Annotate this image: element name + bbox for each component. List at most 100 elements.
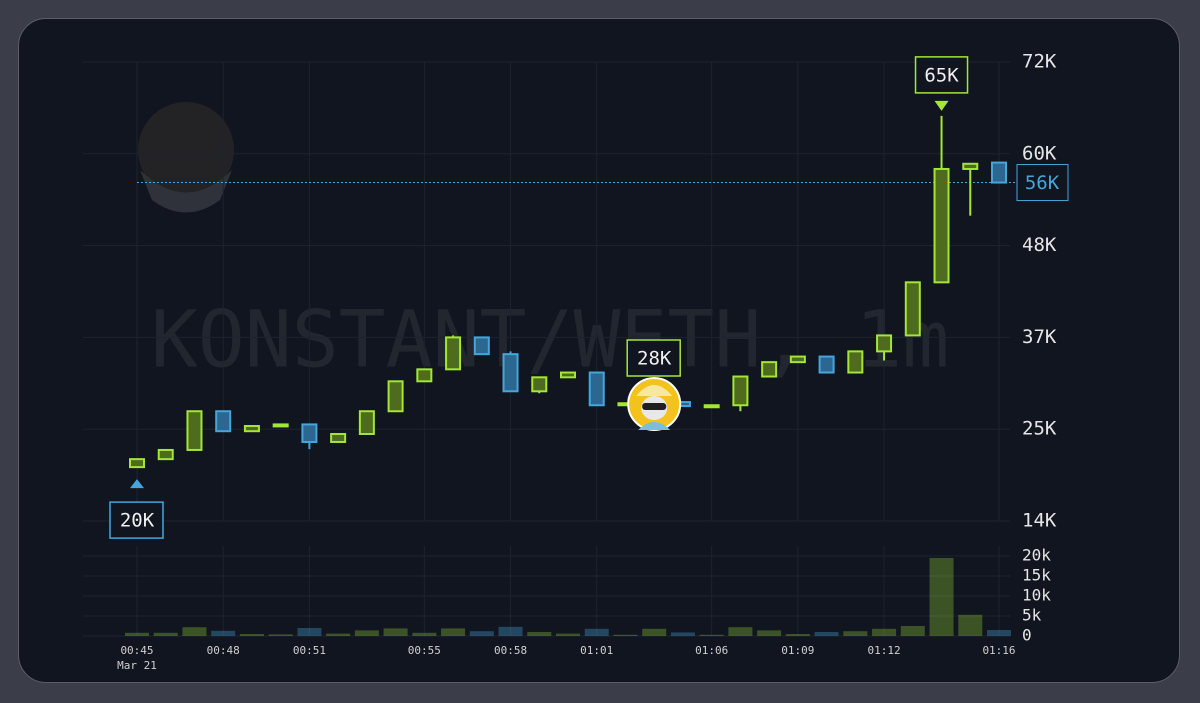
candle-body (962, 162, 979, 170)
y-tick-label: 37K (1022, 326, 1057, 348)
volume-bar (354, 630, 379, 636)
watermark-title: KONSTANT/WETH, 1m (151, 295, 949, 385)
x-tick-label: 00:58 (494, 644, 527, 657)
avatar-glasses (642, 403, 667, 410)
candle-body (588, 371, 605, 407)
volume-bar (929, 558, 954, 636)
x-tick-label: 01:06 (695, 644, 728, 657)
logo-beard (140, 170, 232, 213)
volume-bar (642, 628, 667, 636)
x-tick-label: 01:01 (580, 644, 613, 657)
annotation-marker (934, 100, 949, 111)
volume-bar (785, 634, 810, 636)
last-price-label: 56K (1025, 172, 1060, 194)
candle-body (904, 281, 921, 337)
annotation-label: 20K (120, 510, 155, 532)
x-tick-label: 01:16 (982, 644, 1015, 657)
candle-body (818, 355, 835, 374)
annotation-box (626, 339, 681, 377)
logo-face (138, 102, 234, 198)
volume-bar (297, 628, 322, 636)
volume-bar (498, 626, 523, 636)
volume-bar (182, 627, 207, 636)
volume-bar (757, 630, 782, 636)
x-tick-label: 00:55 (408, 644, 441, 657)
volume-bar (239, 634, 264, 636)
candle-body (272, 423, 289, 428)
volume-bar (125, 632, 149, 636)
volume-tick-label: 10k (1022, 586, 1051, 605)
y-tick-label: 25K (1022, 418, 1057, 440)
volume-bar (412, 632, 437, 636)
candle-body (732, 375, 749, 407)
volume-bar (383, 628, 408, 636)
x-tick-label: 00:45 (120, 644, 153, 657)
candle-body (703, 404, 720, 409)
candle-body (991, 161, 1007, 184)
volume-bar (872, 628, 897, 636)
candle-body (215, 410, 232, 433)
candle-body (243, 425, 260, 433)
annotation-label: 28K (637, 348, 672, 370)
volume-bar (987, 630, 1011, 636)
chart-panel (18, 18, 1180, 683)
x-tick-label: 00:51 (293, 644, 326, 657)
y-tick-label: 72K (1022, 51, 1057, 73)
volume-bar (556, 633, 580, 636)
volume-bar (441, 628, 466, 636)
x-tick-label: 00:48 (207, 644, 240, 657)
candle-body (330, 432, 347, 443)
annotation-box (109, 501, 164, 539)
volume-bar (843, 631, 868, 636)
annotation-label: 65K (924, 64, 959, 86)
volume-bar (268, 634, 293, 636)
volume-bar (900, 626, 925, 636)
annotation-box (914, 56, 969, 94)
annotation-marker (130, 479, 144, 489)
volume-bar (728, 627, 753, 636)
candle-body (761, 361, 778, 378)
avatar-hat (636, 385, 673, 396)
volume-bar (584, 628, 609, 636)
volume-bar (814, 632, 839, 636)
y-tick-label: 60K (1022, 142, 1057, 164)
candle-body (416, 368, 433, 383)
volume-bar (211, 630, 236, 636)
candle-body (531, 376, 548, 393)
volume-bar (613, 634, 638, 636)
y-tick-label: 14K (1022, 510, 1057, 532)
volume-tick-label: 15k (1022, 566, 1051, 585)
candle-body (358, 410, 375, 435)
candle-body (387, 380, 404, 413)
y-tick-label: 48K (1022, 234, 1057, 256)
candle-body (473, 336, 490, 356)
volume-tick-label: 5k (1022, 606, 1042, 625)
volume-bar (699, 634, 724, 636)
candle-body (789, 355, 806, 364)
volume-tick-label: 20k (1022, 546, 1051, 565)
candle-body (157, 448, 174, 461)
candle-body (502, 353, 519, 393)
volume-tick-label: 0 (1022, 626, 1032, 645)
volume-bar (469, 631, 494, 636)
volume-bar (527, 632, 552, 636)
avatar-body (638, 422, 671, 430)
last-price-box (1016, 164, 1069, 202)
volume-bar (670, 632, 695, 636)
volume-bar (326, 633, 351, 636)
watermark-logo (138, 102, 234, 213)
candle-body (876, 334, 893, 353)
volume-bar (958, 614, 983, 636)
candle-body (445, 336, 462, 371)
x-date-label: Mar 21 (117, 659, 157, 672)
candle-body (560, 371, 576, 379)
volume-bar (153, 632, 178, 636)
x-tick-label: 01:12 (868, 644, 901, 657)
candle-body (186, 410, 203, 451)
candle-body (301, 423, 318, 443)
x-tick-label: 01:09 (781, 644, 814, 657)
candle-body (933, 167, 950, 284)
candle-body (847, 350, 864, 374)
